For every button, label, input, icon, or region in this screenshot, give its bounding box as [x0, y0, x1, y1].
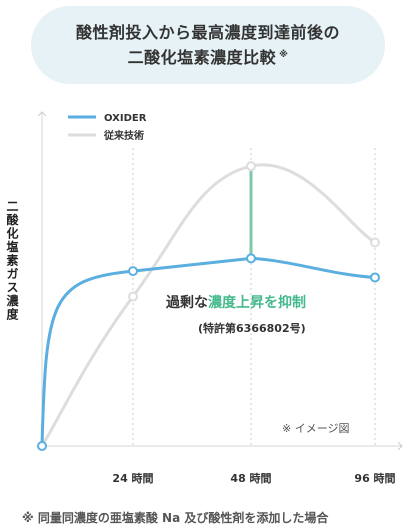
point-oxider-48h: [246, 253, 256, 264]
annotation-prefix: 過剰な: [166, 295, 208, 311]
title-line-1: 酸性剤投入から最高濃度到達前後の: [75, 23, 340, 42]
series-line-oxider: [40, 256, 377, 448]
legend: OXIDER 従来技術: [68, 113, 147, 142]
title-note-mark: ※: [279, 50, 289, 60]
series-line-conventional: [40, 163, 377, 448]
footnote: ※ 同量同濃度の亜塩素酸 Na 及び酸性剤を添加した場合: [22, 511, 329, 525]
annotation-patent: (特許第6366802号): [198, 322, 306, 335]
point-conventional-24h: [128, 291, 138, 302]
title-line-2: 二酸化塩素濃度比較 ※: [128, 45, 289, 70]
x-tick-label: 96 時間: [354, 471, 395, 485]
point-oxider-96h: [370, 272, 380, 283]
point-conventional-48h: [246, 161, 256, 172]
x-tick-label: 48 時間: [230, 471, 271, 485]
annotation-highlight: 濃度上昇を抑制: [208, 295, 306, 311]
title-line-2-text: 二酸化塩素濃度比較: [127, 48, 277, 67]
point-oxider-0h: [37, 441, 47, 451]
legend-label-conventional: 従来技術: [103, 129, 144, 142]
legend-label-oxider: OXIDER: [104, 113, 147, 124]
title-banner: 酸性剤投入から最高濃度到達前後の 二酸化塩素濃度比較 ※: [31, 6, 385, 84]
image-note: ※ イメージ図: [282, 422, 350, 435]
point-oxider-24h: [128, 266, 138, 277]
point-conventional-96h: [370, 237, 380, 248]
x-tick-label: 24 時間: [112, 471, 153, 485]
annotation-main: 過剰な濃度上昇を抑制: [166, 292, 306, 312]
y-axis-label: 二酸化塩素ガス濃度: [5, 200, 19, 322]
